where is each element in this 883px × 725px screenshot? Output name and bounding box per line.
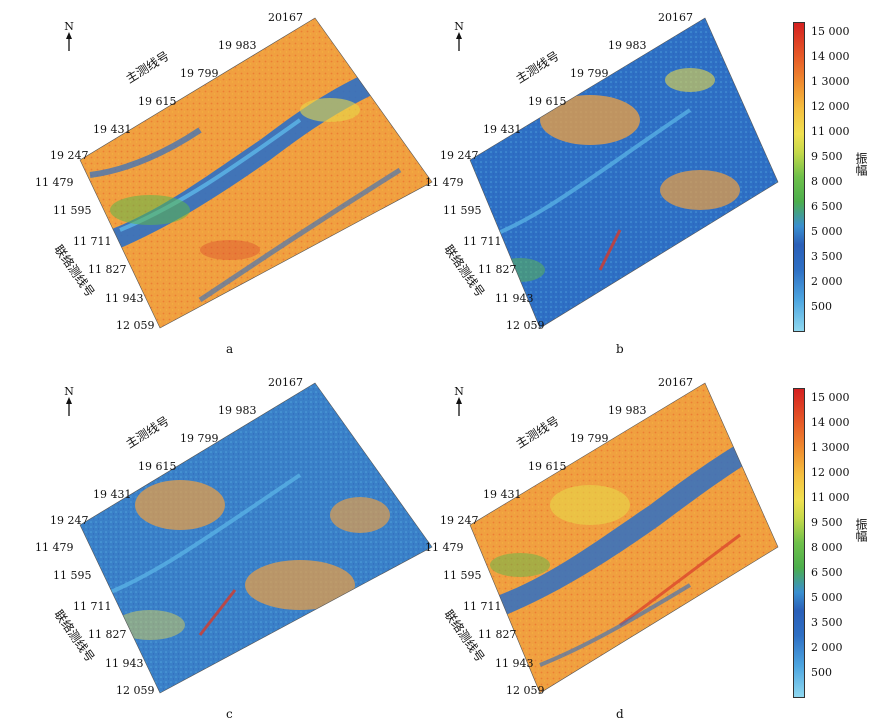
colorbar-tick-label: 6 500 (811, 200, 843, 213)
panel-caption: c (226, 707, 233, 721)
colorbar-top: 振幅 15 000 14 000 1 3000 12 000 11 000 9 500 8 … (793, 22, 883, 332)
colorbar-tick-label: 8 000 (811, 175, 843, 188)
north-arrow-label: N (64, 20, 74, 33)
colorbar-tick-label: 14 000 (811, 50, 850, 63)
colorbar-tick-label: 500 (811, 300, 832, 313)
tie-line-label: 11 943 (105, 657, 144, 670)
colorbar-tick-label: 9 500 (811, 516, 843, 529)
north-arrow-label: N (454, 20, 464, 33)
tie-line-label: 11 827 (88, 263, 127, 276)
colorbar-tick-label: 5 000 (811, 225, 843, 238)
tie-line-label: 11 711 (73, 600, 112, 613)
tie-line-label: 11 479 (425, 176, 464, 189)
main-line-label: 19 799 (570, 432, 609, 445)
tie-line-label: 12 059 (116, 319, 155, 332)
north-arrow-icon (66, 32, 72, 51)
main-line-label: 19 799 (570, 67, 609, 80)
colorbar-unit: 振幅 (854, 152, 868, 176)
north-arrow-label: N (454, 385, 464, 398)
main-line-label: 19 799 (180, 67, 219, 80)
colorbar-tick-label: 2 000 (811, 641, 843, 654)
colorbar-tick-label: 11 000 (811, 491, 850, 504)
colorbar-tick-label: 15 000 (811, 25, 850, 38)
tie-line-label: 11 827 (478, 628, 517, 641)
north-arrow-icon (456, 397, 462, 416)
main-line-label: 19 615 (528, 95, 567, 108)
tie-line-label: 11 711 (463, 235, 502, 248)
colorbar-tick-label: 12 000 (811, 466, 850, 479)
colorbar-tick-label: 8 000 (811, 541, 843, 554)
main-line-label: 19 983 (608, 404, 647, 417)
colorbar-tick-label: 6 500 (811, 566, 843, 579)
colorbar-ramp (793, 388, 805, 698)
tie-line-label: 12 059 (506, 319, 545, 332)
main-line-label: 19 615 (138, 95, 177, 108)
panel-caption: b (616, 342, 624, 356)
colorbar-tick-label: 14 000 (811, 416, 850, 429)
colorbar-tick-label: 5 000 (811, 591, 843, 604)
colorbar-tick-label: 3 500 (811, 250, 843, 263)
tie-line-label: 11 943 (105, 292, 144, 305)
colorbar-tick-label: 3 500 (811, 616, 843, 629)
tie-line-label: 11 827 (88, 628, 127, 641)
tie-line-label: 11 479 (425, 541, 464, 554)
tie-line-label: 11 827 (478, 263, 517, 276)
north-arrow-label: N (64, 385, 74, 398)
colorbar-tick-label: 1 3000 (811, 75, 850, 88)
panel-caption: a (226, 342, 234, 356)
main-line-label: 19 615 (528, 460, 567, 473)
tie-line-label: 11 711 (73, 235, 112, 248)
colorbar-bottom: 振幅 15 000 14 000 1 3000 12 000 11 000 9 500 8 … (793, 388, 883, 698)
north-arrow-icon (456, 32, 462, 51)
main-line-label: 20167 (658, 376, 693, 389)
colorbar-tick-label: 500 (811, 666, 832, 679)
amplitude-map-a (79, 17, 433, 329)
main-line-label: 19 615 (138, 460, 177, 473)
tie-line-label: 11 595 (443, 569, 482, 582)
main-line-label: 19 247 (440, 149, 479, 162)
main-line-label: 19 799 (180, 432, 219, 445)
north-arrow-icon (66, 397, 72, 416)
amplitude-map-d (469, 382, 779, 694)
colorbar-tick-label: 9 500 (811, 150, 843, 163)
main-line-label: 20167 (658, 11, 693, 24)
colorbar-unit: 振幅 (854, 518, 868, 542)
panel-caption: d (616, 707, 624, 721)
main-line-label: 19 431 (93, 123, 132, 136)
tie-line-label: 11 943 (495, 657, 534, 670)
colorbar-tick-label: 12 000 (811, 100, 850, 113)
main-line-label: 19 431 (483, 488, 522, 501)
main-line-label: 20167 (268, 376, 303, 389)
main-line-label: 19 247 (50, 149, 89, 162)
main-line-label: 19 983 (218, 39, 257, 52)
tie-line-label: 11 595 (53, 204, 92, 217)
tie-line-label: 11 711 (463, 600, 502, 613)
panel-d (390, 365, 830, 725)
colorbar-tick-label: 11 000 (811, 125, 850, 138)
tie-line-label: 11 943 (495, 292, 534, 305)
tie-line-label: 11 479 (35, 176, 74, 189)
main-line-label: 20167 (268, 11, 303, 24)
main-line-label: 19 431 (483, 123, 522, 136)
main-line-label: 19 247 (440, 514, 479, 527)
tie-line-label: 11 595 (443, 204, 482, 217)
colorbar-tick-label: 1 3000 (811, 441, 850, 454)
main-line-label: 19 431 (93, 488, 132, 501)
tie-line-label: 11 479 (35, 541, 74, 554)
amplitude-map-b (469, 17, 779, 329)
colorbar-ramp (793, 22, 805, 332)
panel-c (0, 365, 440, 725)
main-line-label: 19 247 (50, 514, 89, 527)
main-line-label: 19 983 (608, 39, 647, 52)
colorbar-tick-label: 15 000 (811, 391, 850, 404)
tie-line-label: 12 059 (506, 684, 545, 697)
tie-line-label: 12 059 (116, 684, 155, 697)
panel-a (0, 0, 440, 360)
panel-b (390, 0, 830, 360)
amplitude-map-c (79, 382, 433, 694)
main-line-label: 19 983 (218, 404, 257, 417)
tie-line-label: 11 595 (53, 569, 92, 582)
colorbar-tick-label: 2 000 (811, 275, 843, 288)
